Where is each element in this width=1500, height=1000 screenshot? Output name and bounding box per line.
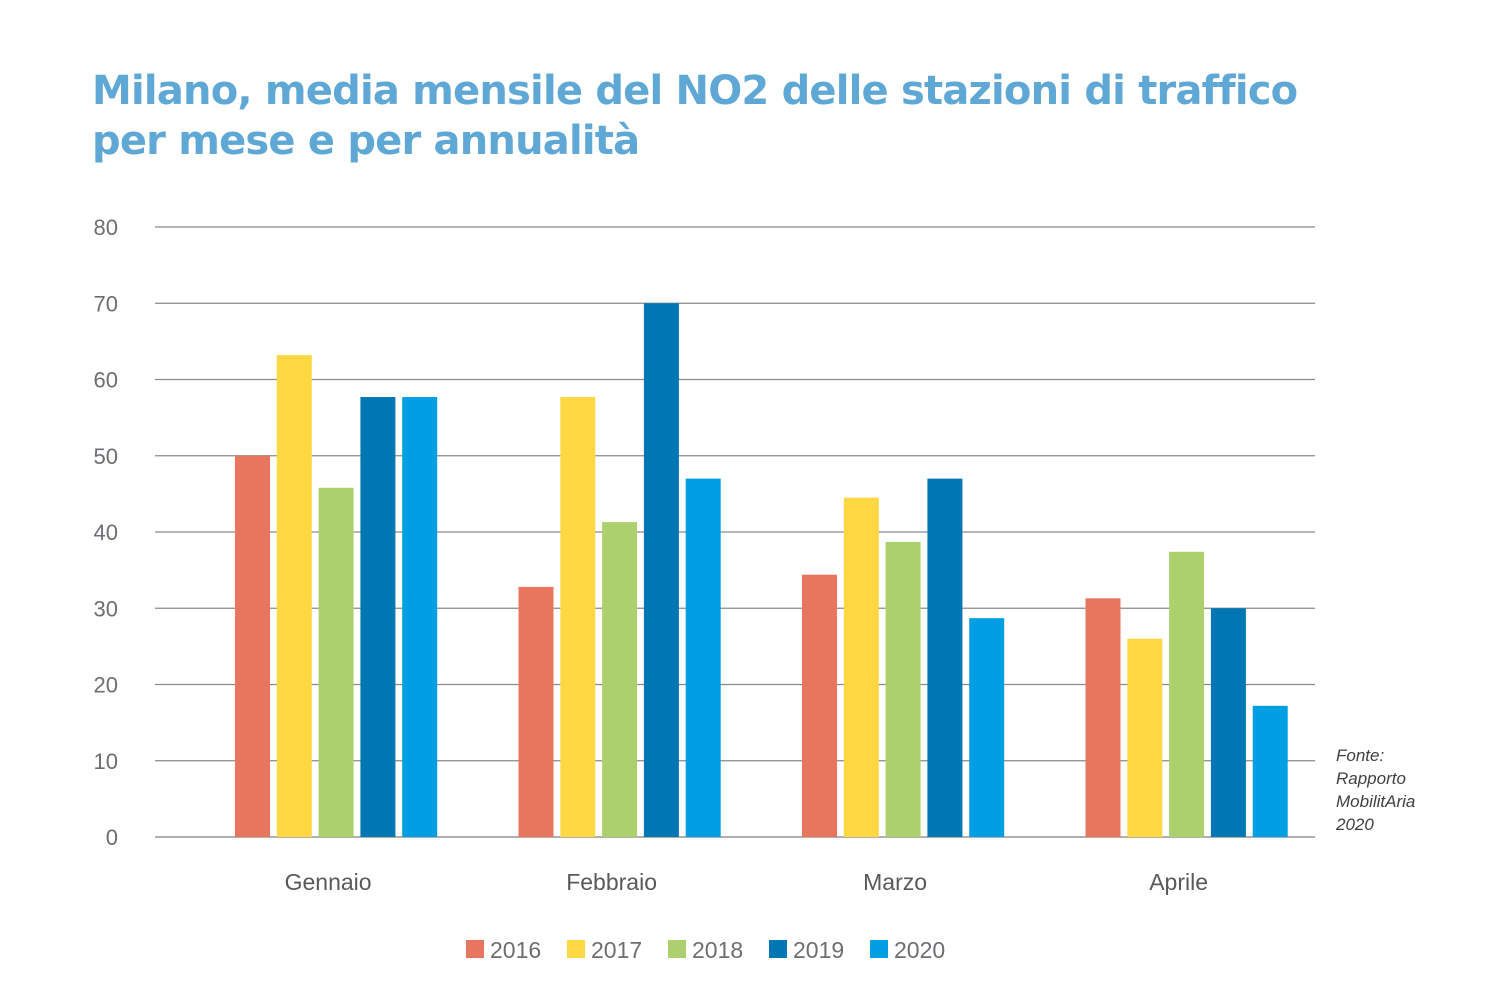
legend-swatch-2016 [466, 940, 484, 958]
legend-swatch-2019 [769, 940, 787, 958]
legend: 2016 2017 2018 2019 2020 [466, 937, 945, 963]
bar-gennaio-2018 [318, 487, 354, 837]
bar-marzo-2018 [885, 541, 921, 837]
bar-marzo-2019 [927, 478, 963, 837]
chart-title-line-2: per mese e per annualità [92, 118, 640, 164]
bar-gennaio-2016 [235, 455, 270, 837]
y-tick-label: 0 [106, 825, 118, 850]
y-tick-label: 20 [94, 673, 118, 698]
legend-swatch-2018 [668, 940, 686, 958]
bar-febbraio-2018 [602, 522, 638, 837]
x-axis-labels: Gennaio Febbraio Marzo Aprile [285, 869, 1208, 895]
bar-aprile-2018 [1169, 551, 1205, 837]
legend-label-2018: 2018 [692, 937, 743, 963]
chart-title: Milano, media mensile del NO2 delle staz… [92, 66, 1392, 166]
bars [235, 303, 1288, 837]
bar-gennaio-2020 [402, 397, 438, 837]
bar-marzo-2020 [969, 618, 1005, 837]
bar-febbraio-2016 [518, 586, 554, 837]
bar-aprile-2017 [1127, 638, 1163, 837]
y-tick-label: 30 [94, 596, 118, 621]
source-line: 2020 [1336, 815, 1374, 834]
x-tick-label: Febbraio [566, 869, 657, 895]
chart-title-line-1: Milano, media mensile del NO2 delle staz… [92, 68, 1298, 114]
y-tick-label: 10 [94, 749, 118, 774]
legend-label-2016: 2016 [490, 937, 541, 963]
bar-marzo-2017 [843, 497, 879, 837]
y-tick-label: 50 [94, 444, 118, 469]
legend-label-2017: 2017 [591, 937, 642, 963]
source-line: MobilitAria [1336, 792, 1416, 811]
y-tick-label: 70 [94, 291, 118, 316]
source-line: Fonte: [1336, 746, 1385, 765]
x-tick-label: Aprile [1149, 869, 1208, 895]
legend-label-2020: 2020 [894, 937, 945, 963]
source-note: Fonte: Rapporto MobilitAria 2020 [1336, 744, 1486, 836]
source-line: Rapporto [1336, 769, 1406, 788]
y-tick-label: 40 [94, 520, 118, 545]
bar-aprile-2020 [1252, 705, 1288, 837]
legend-label-2019: 2019 [793, 937, 844, 963]
y-axis-ticks: 0 10 20 30 40 50 60 70 80 [94, 215, 118, 850]
bar-marzo-2016 [802, 574, 837, 837]
legend-swatch-2017 [567, 940, 585, 958]
y-tick-label: 60 [94, 368, 118, 393]
bar-aprile-2019 [1210, 608, 1246, 837]
y-tick-label: 80 [94, 215, 118, 240]
bar-gennaio-2019 [360, 397, 396, 837]
bar-gennaio-2017 [276, 355, 312, 837]
bar-febbraio-2020 [685, 478, 721, 837]
x-tick-label: Marzo [863, 869, 927, 895]
bar-febbraio-2017 [560, 397, 596, 837]
x-tick-label: Gennaio [285, 869, 372, 895]
bar-febbraio-2019 [643, 303, 679, 837]
bar-aprile-2016 [1085, 598, 1121, 837]
legend-swatch-2020 [870, 940, 888, 958]
